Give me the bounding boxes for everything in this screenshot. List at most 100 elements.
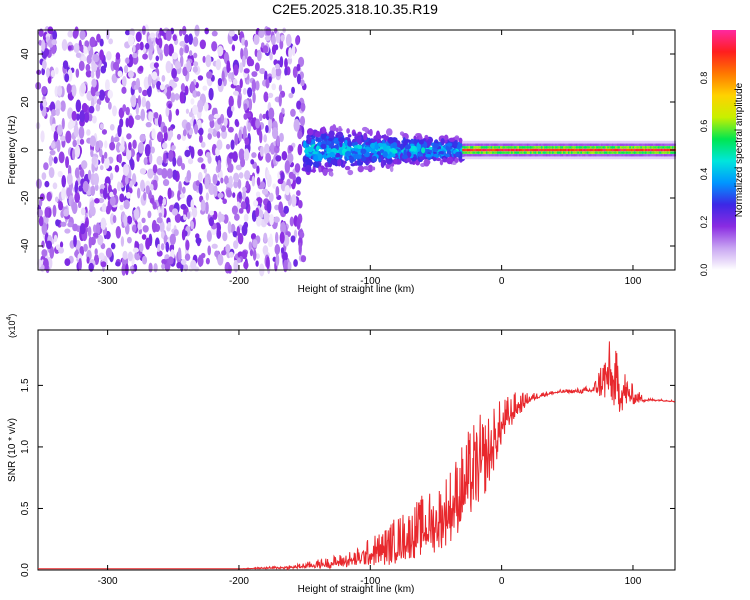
heatmap-cell (645, 151, 648, 154)
heatmap-cell (196, 119, 202, 131)
heatmap-cell (553, 148, 557, 152)
heatmap-cell (648, 154, 651, 157)
heatmap-cell (608, 151, 612, 154)
heatmap-cell (263, 91, 269, 103)
heatmap-cell (101, 203, 107, 213)
heatmap-cell (245, 180, 250, 190)
heatmap-cell (104, 157, 110, 169)
heatmap-cell (485, 146, 489, 149)
heatmap-cell (533, 148, 536, 152)
heatmap-cell (638, 143, 642, 146)
heatmap-cell (205, 257, 210, 265)
heatmap-cell (654, 154, 658, 157)
heatmap-cell (138, 65, 144, 72)
heatmap-cell (108, 38, 114, 45)
heatmap-cell (613, 143, 617, 146)
heatmap-cell (140, 108, 146, 122)
heatmap-cell (45, 240, 53, 250)
heatmap-cell (279, 132, 284, 143)
heatmap-cell (205, 201, 209, 215)
heatmap-cell (236, 257, 241, 264)
heatmap-cell (332, 124, 337, 132)
heatmap-cell (648, 151, 651, 154)
heatmap-cell (275, 31, 281, 44)
heatmap-cell (574, 140, 577, 144)
heatmap-cell (566, 146, 569, 149)
heatmap-cell (668, 151, 672, 154)
x-tick-label: 0 (499, 276, 505, 287)
heatmap-cell (514, 148, 517, 152)
heatmap-cell (71, 84, 77, 97)
heatmap-cell (242, 55, 246, 68)
heatmap-cell (401, 154, 408, 160)
heatmap-cell (493, 146, 497, 149)
heatmap-cell (635, 146, 639, 149)
heatmap-cell (578, 151, 582, 154)
heatmap-cell (296, 100, 302, 110)
heatmap-cell (558, 146, 561, 149)
heatmap-cell (142, 89, 148, 97)
heatmap-cell (250, 159, 255, 165)
heatmap-cell (234, 213, 240, 221)
spectrogram-x-label: Height of straight line (km) (298, 284, 415, 295)
heatmap-cell (578, 156, 582, 160)
heatmap-cell (237, 232, 244, 245)
heatmap-cell (553, 156, 557, 160)
heatmap-cell (514, 143, 517, 146)
heatmap-cell (555, 146, 558, 149)
heatmap-cell (594, 146, 598, 149)
heatmap-cell (99, 38, 104, 47)
heatmap-cell (139, 41, 144, 51)
heatmap-cell (594, 154, 598, 157)
heatmap-cell (570, 151, 574, 154)
heatmap-cell (490, 156, 494, 160)
heatmap-cell (643, 148, 647, 152)
heatmap-cell (182, 129, 187, 137)
heatmap-cell (552, 140, 555, 144)
heatmap-cell (470, 148, 473, 152)
heatmap-cell (580, 148, 584, 152)
heatmap-cell (536, 143, 539, 146)
heatmap-cell (231, 44, 236, 52)
heatmap-cell (89, 36, 96, 48)
heatmap-cell (574, 151, 577, 154)
heatmap-cell (495, 148, 498, 152)
heatmap-cell (555, 148, 558, 152)
heatmap-cell (585, 151, 588, 154)
heatmap-cell (128, 141, 132, 151)
heatmap-cell (580, 140, 584, 144)
heatmap-cell (265, 27, 272, 36)
heatmap-cell (262, 113, 267, 120)
heatmap-cell (618, 143, 621, 146)
heatmap-cell (409, 161, 415, 165)
heatmap-cell (465, 146, 468, 149)
heatmap-cell (553, 154, 557, 157)
heatmap-cell (316, 145, 320, 151)
heatmap-cell (593, 151, 596, 154)
heatmap-cell (246, 56, 253, 67)
heatmap-cell (151, 128, 156, 140)
heatmap-cell (179, 91, 185, 104)
heatmap-cell (610, 143, 613, 146)
heatmap-cell (346, 128, 350, 134)
heatmap-cell (142, 225, 149, 233)
heatmap-cell (389, 158, 393, 162)
heatmap-cell (667, 146, 670, 149)
heatmap-cell (75, 52, 82, 59)
heatmap-cell (173, 229, 179, 236)
heatmap-cell (490, 146, 494, 149)
heatmap-cell (668, 148, 672, 152)
heatmap-cell (534, 140, 538, 144)
heatmap-cell (468, 146, 472, 149)
heatmap-cell (273, 216, 280, 223)
heatmap-cell (613, 154, 617, 157)
heatmap-cell (575, 154, 579, 157)
heatmap-cell (597, 156, 601, 160)
heatmap-cell (530, 151, 533, 154)
heatmap-cell (468, 151, 472, 154)
heatmap-cell (403, 139, 411, 143)
heatmap-cell (465, 151, 468, 154)
heatmap-cell (659, 156, 662, 160)
heatmap-cell (574, 146, 577, 149)
heatmap-cell (81, 160, 88, 170)
